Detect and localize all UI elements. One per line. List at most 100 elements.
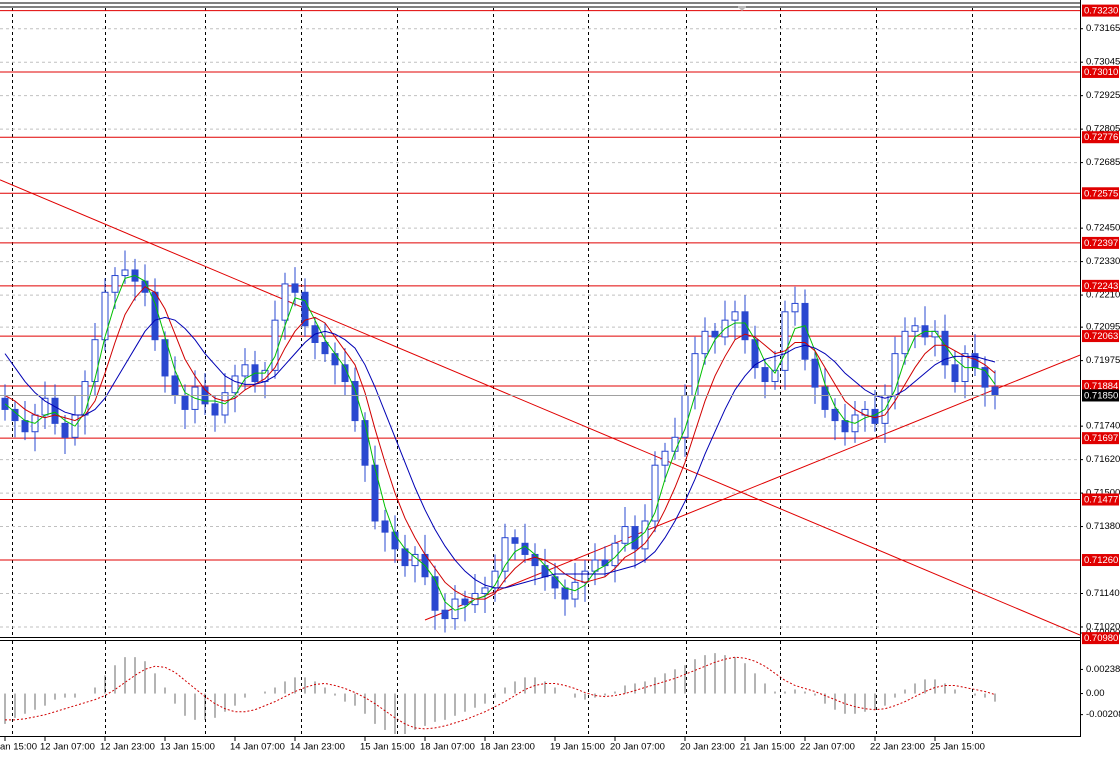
candle-body: [581, 570, 589, 583]
histogram-bar: [864, 693, 866, 712]
candle-body: [901, 330, 909, 355]
histogram-bar: [334, 693, 336, 696]
candle-body: [991, 386, 999, 396]
histogram-bar: [164, 687, 166, 694]
candle-body: [911, 325, 919, 332]
x-tick-label: 22 Jan 07:00: [800, 742, 855, 753]
histogram-bar: [584, 693, 586, 700]
histogram-bar: [824, 693, 826, 704]
histogram-bar: [834, 693, 836, 710]
histogram-bar: [24, 693, 26, 714]
histogram-bar: [324, 687, 326, 694]
histogram-bar: [394, 693, 396, 734]
y-tick-label: 0.72095: [1086, 322, 1120, 333]
x-tick-label: 19 Jan 15:00: [550, 742, 605, 753]
candle-body: [121, 269, 129, 277]
histogram-bar: [204, 693, 206, 720]
candle-body: [301, 291, 309, 327]
candle-body: [981, 367, 989, 388]
candle-body: [561, 587, 569, 600]
x-tick-label: an 15:00: [0, 742, 37, 753]
histogram-bar: [814, 693, 816, 696]
histogram-bar: [14, 693, 16, 718]
x-tick-label: 14 Jan 07:00: [230, 742, 285, 753]
level-label: 0.72063: [1084, 331, 1118, 342]
candle-body: [681, 394, 689, 438]
level-label: 0.71697: [1084, 433, 1118, 444]
histogram-bar: [34, 693, 36, 710]
candle-body: [381, 520, 389, 533]
histogram-bar: [754, 673, 756, 694]
candle-body: [51, 397, 59, 424]
histogram-bar: [904, 689, 906, 694]
histogram-bar: [224, 693, 226, 712]
histogram-bar: [684, 665, 686, 694]
candle-body: [841, 420, 849, 433]
candle-body: [211, 403, 219, 416]
histogram-bar: [554, 687, 556, 694]
histogram-bar: [94, 687, 96, 694]
candle-body: [461, 598, 469, 606]
candle-body: [521, 542, 529, 555]
histogram-bar: [924, 679, 926, 694]
histogram-bar: [934, 679, 936, 694]
histogram-bar: [844, 693, 846, 714]
histogram-bar: [304, 677, 306, 694]
y-tick-label: 0.72210: [1086, 290, 1120, 301]
level-label-box: [1082, 4, 1119, 17]
histogram-bar: [804, 691, 806, 694]
histogram-bar: [354, 693, 356, 706]
histogram-bar: [544, 681, 546, 694]
candle-body: [871, 408, 879, 424]
histogram-bar: [294, 677, 296, 694]
histogram-bar: [944, 683, 946, 694]
histogram-bar: [604, 693, 606, 696]
candle-body: [711, 330, 719, 338]
histogram-bar: [484, 693, 486, 704]
histogram-bar: [464, 693, 466, 712]
level-label: 0.72575: [1084, 188, 1118, 199]
y-tick-label: 0.72805: [1086, 124, 1120, 135]
level-label: 0.73230: [1084, 6, 1118, 17]
histogram-bar: [514, 681, 516, 694]
histogram-bar: [574, 693, 576, 698]
level-label: 0.72243: [1084, 281, 1118, 292]
candle-body: [401, 548, 409, 567]
level-label-box: [1082, 65, 1119, 78]
histogram-bar: [654, 677, 656, 694]
x-tick-label: 12 Jan 23:00: [100, 742, 155, 753]
indicator-panel: [4, 653, 996, 734]
candle-body: [111, 275, 119, 293]
level-label-box: [1082, 632, 1119, 645]
histogram-bar: [474, 693, 476, 708]
histogram-bar: [714, 653, 716, 694]
histogram-bar: [784, 691, 786, 694]
x-tick-label: 21 Jan 15:00: [740, 742, 795, 753]
candle-body: [231, 375, 239, 394]
axes: 0.73165 0.73045 0.72925 0.72805 0.72685 0.724…: [0, 4, 1120, 753]
x-tick-label: 13 Jan 15:00: [160, 742, 215, 753]
candle-body: [731, 311, 739, 321]
histogram-bar: [984, 693, 986, 698]
y-tick-label: 0.72685: [1086, 157, 1120, 168]
candle-body: [941, 330, 949, 366]
y-tick-label: 0.73165: [1086, 23, 1120, 34]
grid: [0, 8, 1080, 637]
current-price-label: 0.71850: [1084, 390, 1118, 401]
histogram-bar: [894, 693, 896, 698]
histogram-bar: [74, 693, 76, 698]
histogram-bar: [314, 681, 316, 694]
histogram-bar: [444, 693, 446, 720]
histogram-bar: [134, 657, 136, 694]
histogram-bar: [404, 693, 406, 734]
level-label: 0.73010: [1084, 67, 1118, 78]
y-tick-label: 0.71975: [1086, 355, 1120, 366]
moving-average: [4, 316, 996, 589]
candle-body: [371, 464, 379, 522]
price-panel: [0, 10, 1080, 636]
y-tick-label: 0.71500: [1086, 488, 1120, 499]
histogram-bar: [364, 693, 366, 714]
histogram-bar: [154, 673, 156, 694]
